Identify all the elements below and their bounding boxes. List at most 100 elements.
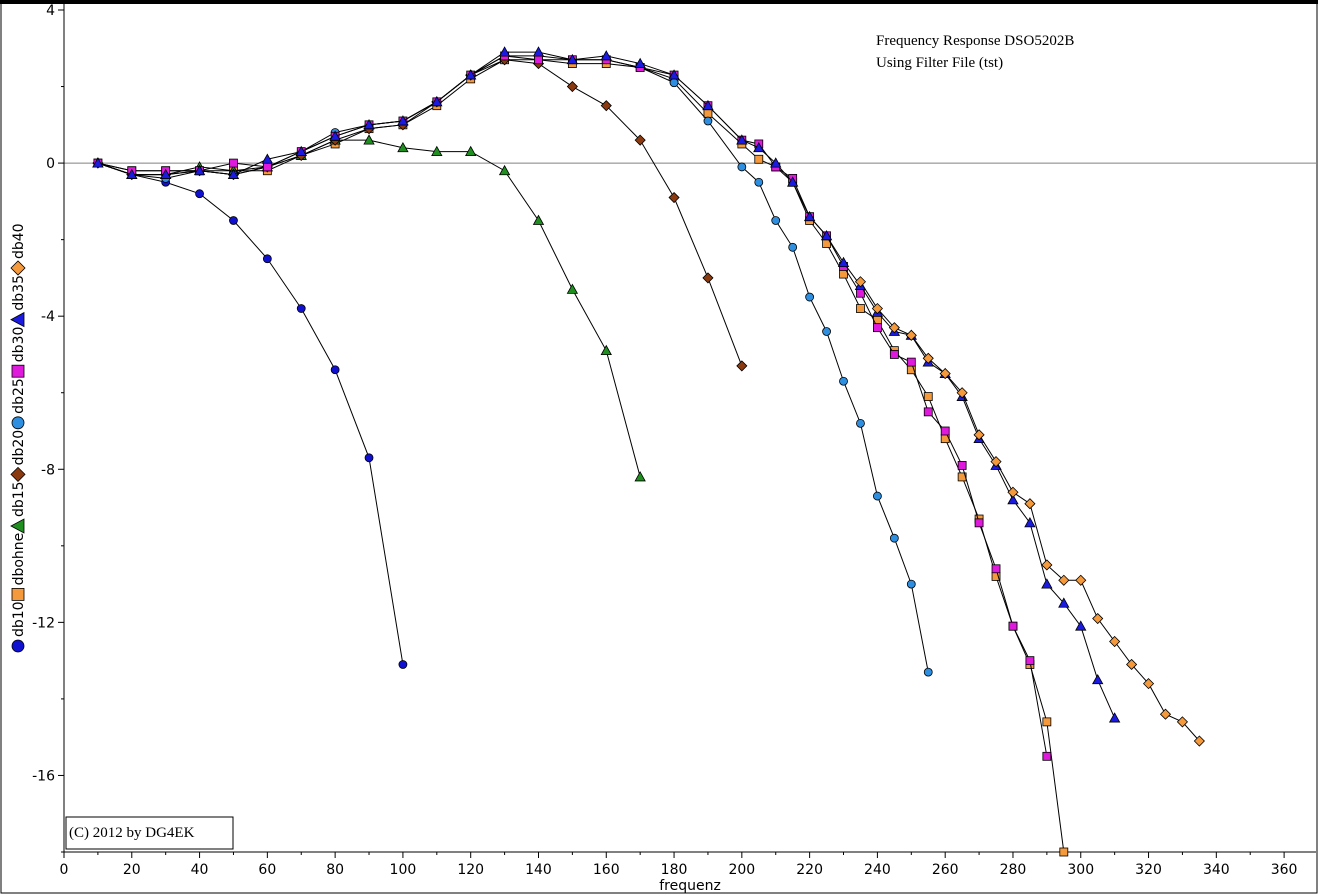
legend-marker-db10 xyxy=(11,639,25,653)
x-tick-label: 240 xyxy=(864,862,891,878)
data-point-db40 xyxy=(973,429,985,441)
data-point-db40 xyxy=(1176,716,1188,728)
data-point-db40 xyxy=(956,387,968,399)
data-point-db35 xyxy=(803,210,816,222)
data-point-db25 xyxy=(805,292,815,302)
data-point-db35 xyxy=(820,229,833,241)
chart-title: Frequency Response DSO5202B xyxy=(876,33,1074,49)
legend-marker-dbohne xyxy=(11,588,25,601)
series-line-db10 xyxy=(97,162,404,665)
data-point-db40 xyxy=(1024,498,1036,510)
legend-marker-db40 xyxy=(10,260,26,276)
copyright-frame xyxy=(65,816,234,850)
legend: db10 dbohne db15 db20 db25 db30 db35 db40 xyxy=(10,223,27,653)
x-tick-label: 20 xyxy=(123,862,141,878)
data-point-db35 xyxy=(1075,620,1087,631)
series-db30 xyxy=(93,51,1052,761)
x-tick-label: 80 xyxy=(326,862,344,878)
series-db20 xyxy=(92,54,748,372)
data-point-db30 xyxy=(889,350,899,359)
x-tick-label: 180 xyxy=(661,862,688,878)
data-point-db35 xyxy=(736,134,748,145)
y-tick-label: 0 xyxy=(46,156,55,172)
data-point-db40 xyxy=(1159,708,1172,720)
x-tick-label: 280 xyxy=(1000,862,1027,878)
legend-item-db40: db40 xyxy=(10,223,27,276)
data-point-dbohne xyxy=(1042,717,1052,727)
data-point-db25 xyxy=(923,667,933,677)
data-point-db25 xyxy=(771,216,781,225)
data-point-db25 xyxy=(703,116,713,126)
x-tick-label: 340 xyxy=(1203,862,1230,878)
data-point-dbohne xyxy=(923,392,933,401)
series-line-db20 xyxy=(97,59,743,367)
legend-marker-db35 xyxy=(10,311,25,328)
data-point-db40 xyxy=(922,352,934,364)
data-point-db35 xyxy=(1007,494,1019,505)
data-point-db30 xyxy=(974,518,984,528)
data-point-db40 xyxy=(1092,612,1104,625)
data-point-db40 xyxy=(871,302,883,315)
data-point-db30 xyxy=(1008,621,1018,631)
chart-title-block: Frequency Response DSO5202B Using Filter… xyxy=(876,33,1074,71)
data-point-db35 xyxy=(295,145,307,157)
data-point-db35 xyxy=(261,153,274,164)
data-point-db10 xyxy=(195,189,204,199)
legend-marker-db25 xyxy=(11,416,25,430)
legend-label-db15: db15 xyxy=(11,481,27,517)
legend-item-db35: db35 xyxy=(10,275,27,328)
x-tick-label: 320 xyxy=(1135,862,1162,878)
data-point-db15 xyxy=(532,214,545,225)
data-point-db35 xyxy=(397,115,409,126)
series-db35 xyxy=(92,46,1121,723)
data-point-db30 xyxy=(534,55,543,65)
data-point-db40 xyxy=(1126,658,1138,671)
axes: 0 20 40 60 80 100 120 140 160 180 200 220 240 260 280 3… xyxy=(32,3,1316,878)
data-point-db30 xyxy=(991,564,1001,574)
data-point-db40 xyxy=(888,322,900,334)
legend-label-db30: db30 xyxy=(11,327,27,363)
legend-item-db25: db25 xyxy=(11,378,27,430)
data-point-db35 xyxy=(770,157,782,168)
x-tick-label: 100 xyxy=(390,862,417,878)
x-tick-label: 120 xyxy=(457,862,484,878)
data-point-db15 xyxy=(600,344,612,356)
data-point-db30 xyxy=(906,357,916,367)
data-point-db20 xyxy=(634,134,646,146)
series-line-db30 xyxy=(97,55,1048,757)
data-point-db35 xyxy=(668,69,680,80)
data-point-db35 xyxy=(600,50,612,61)
data-point-db40 xyxy=(1007,486,1019,498)
data-point-db30 xyxy=(229,158,238,168)
data-point-db40 xyxy=(1041,559,1053,571)
data-point-db15 xyxy=(397,141,409,153)
y-tick-label: -16 xyxy=(32,768,55,784)
data-point-db20 xyxy=(600,100,612,112)
data-point-db35 xyxy=(634,57,646,68)
series-db25 xyxy=(93,51,933,677)
y-tick-label: -12 xyxy=(32,615,55,631)
x-tick-label: 0 xyxy=(60,862,69,878)
legend-label-db40: db40 xyxy=(11,223,27,259)
data-point-db10 xyxy=(330,365,340,375)
series-line-db25 xyxy=(97,55,929,673)
data-point-db35 xyxy=(227,168,240,179)
data-point-db25 xyxy=(822,327,831,336)
data-point-db40 xyxy=(1075,574,1087,586)
data-point-db35 xyxy=(1058,597,1070,608)
data-point-db30 xyxy=(957,461,967,470)
data-point-db40 xyxy=(990,456,1002,468)
data-point-db35 xyxy=(431,96,443,107)
legend-item-db20: db20 xyxy=(10,430,27,482)
legend-marker-db30 xyxy=(11,364,25,378)
data-point-db20 xyxy=(736,360,748,372)
data-point-db40 xyxy=(1193,735,1205,747)
data-point-dbohne xyxy=(703,108,713,118)
data-point-db40 xyxy=(939,368,951,380)
copyright-text: (C) 2012 by DG4EK xyxy=(69,825,195,841)
legend-label-db20: db20 xyxy=(11,430,27,466)
x-axis-label: frequenz xyxy=(659,878,721,894)
top-bar xyxy=(0,0,1318,4)
data-point-db35 xyxy=(837,256,850,268)
x-tick-label: 220 xyxy=(796,862,823,878)
